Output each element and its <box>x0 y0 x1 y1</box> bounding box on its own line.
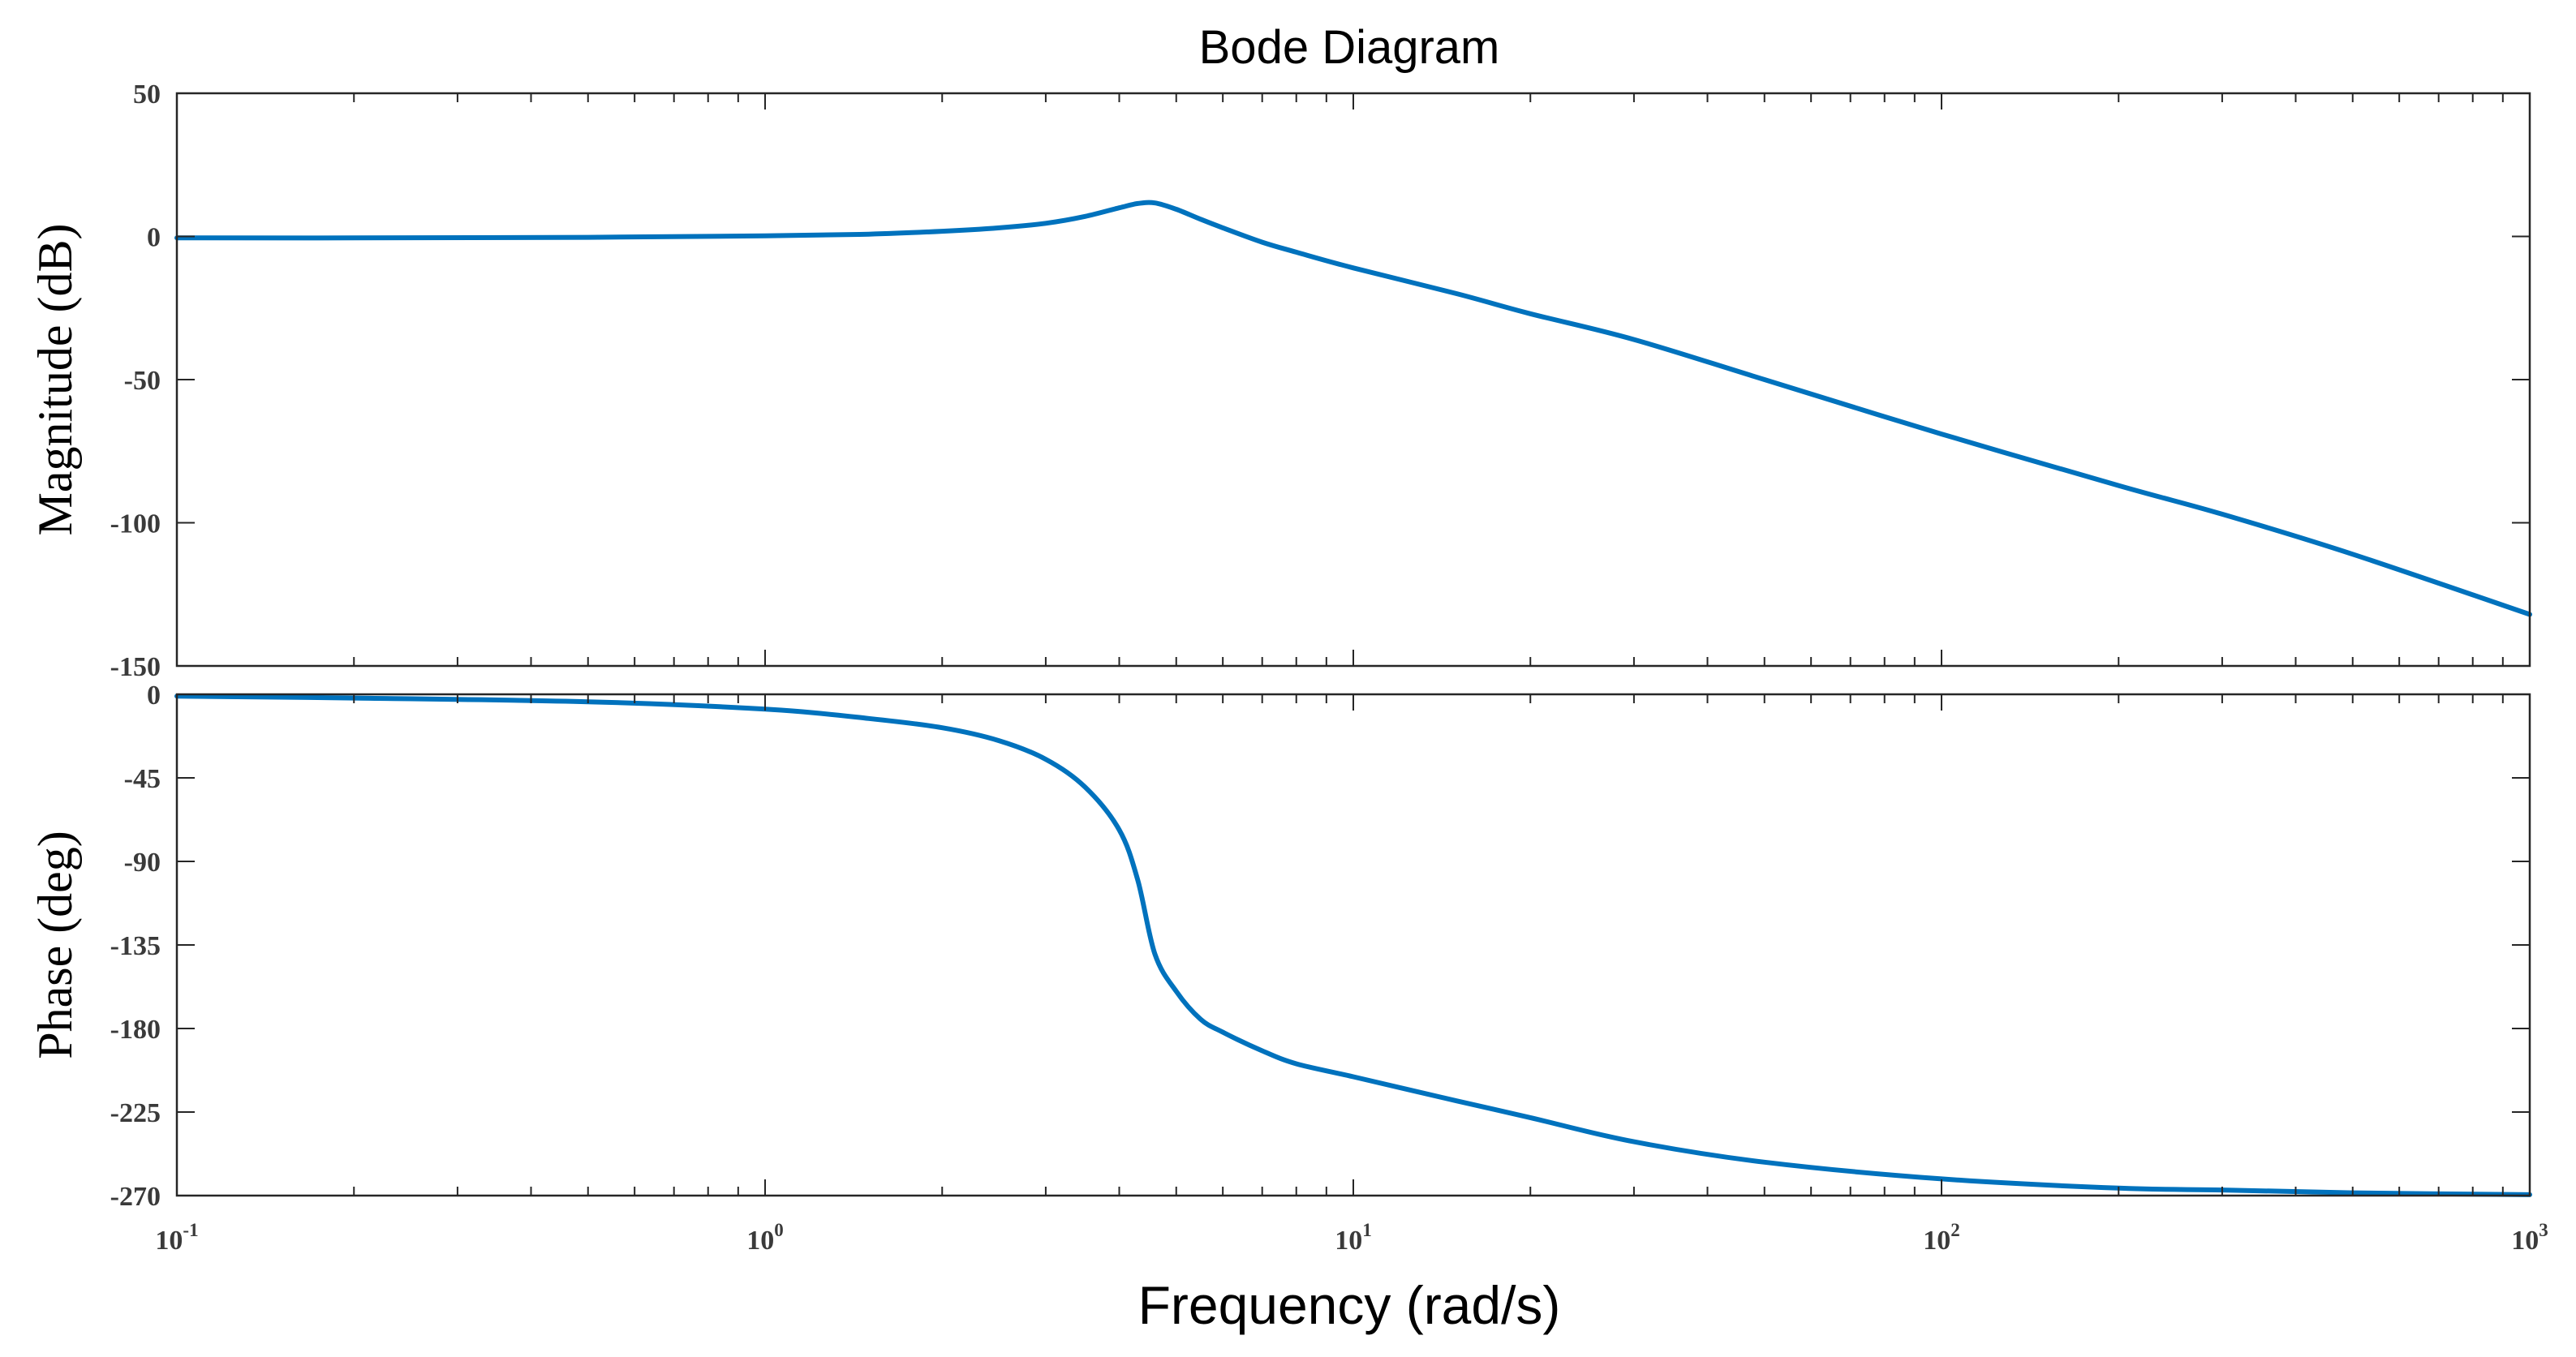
phase-y-tick-labels: 0 -45 -90 -135 -180 -225 -270 <box>110 681 161 1212</box>
x-tick-label: 10-1 <box>155 1220 198 1256</box>
phase-panel: 0 -45 -90 -135 -180 -225 -270 Phase (deg) <box>28 681 2532 1212</box>
x-tick-labels: 10-1 100 101 102 103 <box>155 1220 2548 1256</box>
magnitude-y-axis-label: Magnitude (dB) <box>28 224 82 536</box>
phase-axes-frame <box>175 693 2531 1197</box>
y-tick-label: 0 <box>147 681 161 711</box>
x-tick-label: 100 <box>746 1220 784 1256</box>
chart-title: Bode Diagram <box>1199 21 1500 74</box>
y-tick-label: -270 <box>110 1182 161 1212</box>
x-tick-label: 103 <box>2511 1220 2548 1256</box>
y-tick-label: -150 <box>110 652 161 682</box>
x-tick-label: 101 <box>1335 1220 1372 1256</box>
phase-y-axis-label: Phase (deg) <box>28 831 82 1059</box>
phase-ticks <box>176 694 2531 1196</box>
y-tick-label: -135 <box>110 931 161 961</box>
y-tick-label: -225 <box>110 1098 161 1128</box>
magnitude-curve <box>174 200 2532 617</box>
y-tick-label: -90 <box>124 848 161 878</box>
magnitude-ticks <box>176 92 2531 667</box>
y-tick-label: -45 <box>124 764 161 794</box>
x-tick-label: 102 <box>1923 1220 1960 1256</box>
y-tick-label: 0 <box>147 223 161 253</box>
x-axis-label: Frequency (rad/s) <box>1138 1275 1561 1335</box>
y-tick-label: 50 <box>133 79 161 110</box>
y-tick-label: -100 <box>110 509 161 539</box>
magnitude-panel: 50 0 -50 -100 -150 Magnitude (dB) <box>28 79 2532 682</box>
magnitude-axes-frame <box>175 92 2531 668</box>
magnitude-y-tick-labels: 50 0 -50 -100 -150 <box>110 79 161 682</box>
phase-curve <box>174 694 2532 1197</box>
y-tick-label: -50 <box>124 366 161 396</box>
y-tick-label: -180 <box>110 1015 161 1045</box>
